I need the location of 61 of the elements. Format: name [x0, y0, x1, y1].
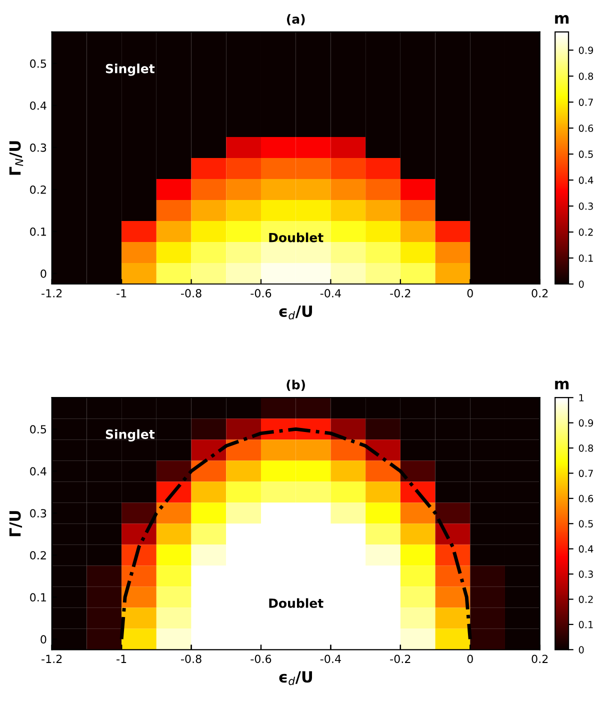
x-tick-label: -0.2 — [390, 654, 410, 664]
y-tick-label: 0.3 — [30, 509, 46, 518]
y-tick-label: 0.4 — [30, 467, 46, 476]
color-bar-label: 1 — [579, 394, 584, 402]
x-tick-label: -1 — [116, 289, 126, 298]
color-bar-label: 0.8 — [578, 444, 594, 452]
x-tick-label: 0 — [467, 289, 473, 298]
x-tick-label: -1.2 — [42, 654, 62, 663]
color-bar-label: 0.2 — [578, 228, 593, 236]
x-tick-label: -1.2 — [42, 289, 62, 298]
y-tick-label: 0.1 — [30, 593, 46, 602]
color-bar-label: 0.1 — [578, 620, 593, 628]
color-bar-title: m — [555, 380, 569, 390]
color-bar-label: 0.2 — [578, 596, 593, 604]
x-tick-label: -0.6 — [250, 289, 272, 298]
color-bar-label: 0.3 — [578, 570, 593, 578]
x-axis-title: ϵ$_{d}$/U — [279, 671, 312, 686]
chart-title: (a) — [286, 14, 305, 26]
x-tick-label: 0 — [467, 654, 473, 664]
x-tick-label: 0.2 — [532, 289, 548, 298]
color-bar-label: 0.4 — [578, 545, 594, 553]
color-bar-label: 0.8 — [578, 72, 594, 80]
color-bar-label: 0.9 — [578, 419, 594, 427]
y-tick-label: 0.4 — [30, 101, 46, 110]
x-tick-label: -0.6 — [250, 654, 272, 664]
y-axis-title: Γ$_{N}$/U — [9, 141, 24, 175]
annotation: Doublet — [269, 232, 324, 242]
color-bar-label: 0.5 — [578, 520, 593, 528]
x-tick-label: -0.4 — [320, 654, 341, 664]
y-tick-label: 0.1 — [30, 227, 46, 236]
color-bar-label: 0.5 — [578, 150, 593, 158]
y-tick-label: 0 — [40, 269, 46, 278]
annotation: Singlet — [106, 429, 155, 442]
annotation: Doublet — [269, 598, 324, 608]
color-bar-label: 0.9 — [578, 46, 594, 54]
y-tick-label: 0.2 — [30, 185, 46, 194]
x-tick-label: 0.2 — [532, 654, 548, 664]
y-tick-label: 0.2 — [30, 551, 46, 560]
x-tick-label: -0.8 — [180, 654, 202, 664]
color-bar-label: 0.6 — [578, 124, 594, 132]
y-tick-label: 0.5 — [30, 59, 46, 68]
color-bar-label: 0.6 — [578, 494, 594, 502]
color-bar-label: 0.3 — [578, 202, 593, 210]
color-bar-label: 0.7 — [578, 98, 593, 106]
color-bar-label: 0.7 — [578, 470, 593, 478]
x-axis-title: ϵ$_{d}$/U — [279, 306, 312, 320]
x-tick-label: -1 — [116, 654, 126, 663]
y-tick-label: 0 — [40, 635, 46, 644]
annotation: Singlet — [106, 64, 155, 76]
color-bar-label: 0 — [578, 280, 584, 288]
color-bar-label: 0.1 — [578, 254, 593, 262]
color-bar-title: m — [555, 15, 569, 24]
x-tick-label: -0.4 — [320, 289, 341, 298]
chart-title: (b) — [286, 380, 305, 391]
y-tick-label: 0.3 — [30, 143, 46, 152]
color-bar-label: 0 — [578, 646, 584, 654]
color-bar-label: 0.4 — [578, 176, 594, 184]
y-axis-title: Γ/U — [9, 511, 22, 536]
y-tick-label: 0.5 — [30, 425, 46, 434]
x-tick-label: -0.8 — [180, 289, 202, 298]
x-tick-label: -0.2 — [390, 289, 410, 298]
